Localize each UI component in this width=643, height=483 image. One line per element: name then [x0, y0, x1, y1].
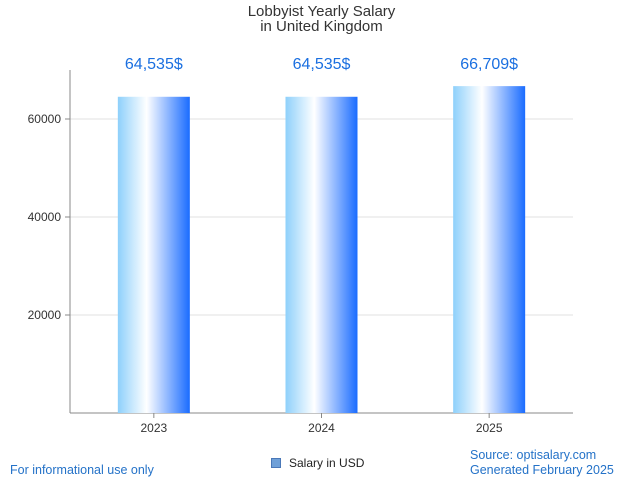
bar: [453, 86, 526, 413]
legend-label: Salary in USD: [289, 456, 365, 470]
data-label: 64,535$: [125, 56, 183, 73]
disclaimer-text: For informational use only: [10, 463, 154, 477]
data-label: 64,535$: [293, 56, 351, 73]
x-tick-label: 2025: [476, 421, 503, 435]
bar: [117, 96, 190, 413]
y-tick-label: 60000: [28, 112, 62, 126]
source-text[interactable]: Source: optisalary.com: [470, 448, 597, 462]
y-tick-label: 20000: [28, 308, 62, 322]
x-tick-label: 2024: [308, 421, 335, 435]
legend[interactable]: Salary in USD: [271, 456, 364, 470]
chart-title: Lobbyist Yearly Salary: [247, 3, 396, 20]
data-label: 66,709$: [460, 56, 518, 73]
y-tick-label: 40000: [28, 210, 62, 224]
legend-swatch: [271, 458, 281, 468]
generated-text: Generated February 2025: [470, 463, 614, 477]
chart-subtitle: in United Kingdom: [260, 18, 383, 35]
x-tick-label: 2023: [140, 421, 167, 435]
bar: [285, 96, 358, 413]
